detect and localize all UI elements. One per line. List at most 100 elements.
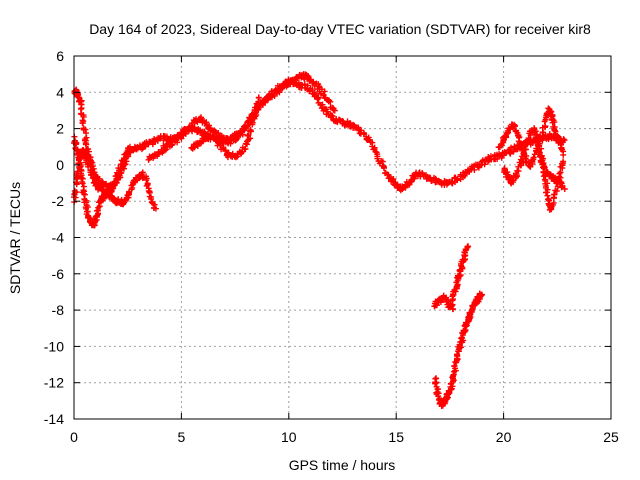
data-point xyxy=(410,175,417,182)
series-arc-outlier-a xyxy=(431,243,472,313)
data-point xyxy=(245,132,252,139)
data-point xyxy=(540,165,547,172)
data-point xyxy=(152,205,159,212)
data-point xyxy=(71,187,78,194)
data-point xyxy=(85,163,92,170)
data-point xyxy=(83,141,90,148)
data-point xyxy=(268,92,275,99)
data-point xyxy=(121,161,128,168)
y-tick-label: -12 xyxy=(44,375,64,391)
data-point xyxy=(314,96,321,103)
data-point xyxy=(79,180,86,187)
data-point xyxy=(249,119,256,126)
data-point xyxy=(238,128,245,135)
data-point xyxy=(560,151,567,158)
data-point xyxy=(84,155,91,162)
series-arc-early-lower xyxy=(70,147,159,212)
data-point xyxy=(520,158,527,165)
data-point xyxy=(380,164,387,171)
data-point xyxy=(554,132,561,139)
x-tick-label: 5 xyxy=(178,429,186,445)
data-point xyxy=(532,128,539,135)
data-point xyxy=(321,88,328,95)
data-point xyxy=(247,135,254,142)
data-point xyxy=(188,122,195,129)
y-tick-label: -14 xyxy=(44,411,64,427)
data-point xyxy=(127,149,134,156)
x-tick-label: 0 xyxy=(70,429,78,445)
y-tick-label: 2 xyxy=(56,121,64,137)
data-point xyxy=(520,150,527,157)
x-tick-label: 10 xyxy=(281,429,297,445)
data-point xyxy=(560,136,567,143)
data-point xyxy=(255,94,262,101)
data-point xyxy=(255,102,262,109)
data-point xyxy=(244,138,251,145)
series-arc-outlier-b xyxy=(432,290,485,409)
y-tick-label: 0 xyxy=(56,157,64,173)
data-point xyxy=(360,129,367,136)
data-point xyxy=(259,101,266,108)
y-tick-label: 4 xyxy=(56,84,64,100)
data-point xyxy=(83,208,90,215)
data-point xyxy=(81,190,88,197)
data-point xyxy=(126,146,133,153)
data-point xyxy=(169,141,176,148)
data-point xyxy=(525,135,532,142)
data-point xyxy=(553,188,560,195)
data-point xyxy=(463,246,470,253)
data-point xyxy=(331,107,338,114)
data-point xyxy=(179,131,186,138)
data-point xyxy=(465,168,472,175)
data-point xyxy=(532,134,539,141)
data-point xyxy=(143,175,150,182)
data-point xyxy=(80,126,87,133)
data-point xyxy=(504,171,511,178)
data-point xyxy=(148,194,155,201)
data-point xyxy=(451,368,458,375)
y-tick-label: -6 xyxy=(52,266,65,282)
chart-title: Day 164 of 2023, Sidereal Day-to-day VTE… xyxy=(89,21,591,37)
data-point xyxy=(432,380,439,387)
data-point xyxy=(373,149,380,156)
y-tick-label: -2 xyxy=(52,193,65,209)
data-point xyxy=(530,154,537,161)
y-tick-label: -4 xyxy=(52,230,65,246)
data-point xyxy=(540,160,547,167)
data-point xyxy=(561,186,568,193)
data-point xyxy=(275,87,282,94)
data-point xyxy=(227,140,234,147)
data-point xyxy=(561,137,568,144)
data-point xyxy=(90,221,97,228)
data-point xyxy=(74,168,81,175)
data-point xyxy=(450,372,457,379)
data-point xyxy=(451,362,458,369)
data-point xyxy=(465,243,472,250)
data-point xyxy=(556,170,563,177)
x-tick-label: 15 xyxy=(388,429,404,445)
axis-ticks-layer: 0 5 10 15 20 25 -14 -12 -10 -8 -6 -4 -2 0 2 4 6 xyxy=(44,48,619,445)
data-point xyxy=(246,115,253,122)
data-point xyxy=(191,144,198,151)
data-point xyxy=(478,291,485,298)
data-point xyxy=(241,146,248,153)
data-point xyxy=(329,112,336,119)
series-arc-evening-b xyxy=(495,105,567,170)
data-point xyxy=(247,127,254,134)
series-arc-evening-d xyxy=(535,146,568,193)
data-point xyxy=(92,182,99,189)
data-point xyxy=(411,172,418,179)
series-arc-morning-c xyxy=(188,71,338,152)
data-point xyxy=(79,120,86,127)
data-point xyxy=(447,386,454,393)
data-point xyxy=(542,123,549,130)
series-arc-evening-c xyxy=(501,125,567,213)
data-point xyxy=(551,119,558,126)
data-point xyxy=(435,390,442,397)
x-tick-label: 20 xyxy=(496,429,512,445)
data-points-layer xyxy=(70,71,568,409)
data-point xyxy=(289,76,296,83)
data-point xyxy=(511,123,518,130)
